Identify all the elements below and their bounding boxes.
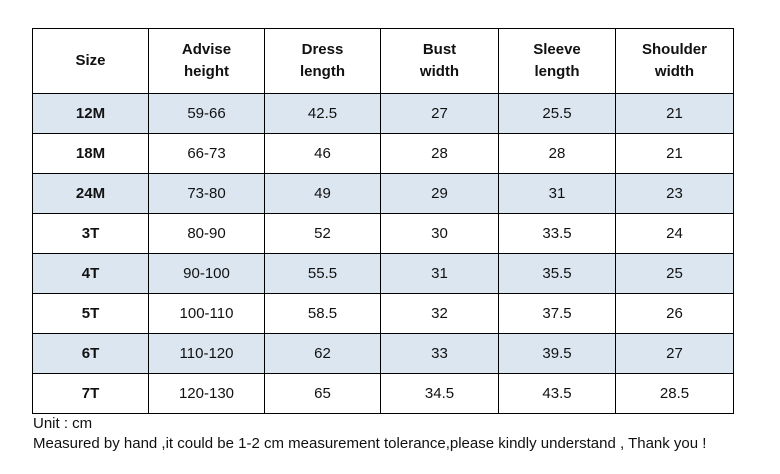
value-cell: 28 bbox=[380, 133, 499, 174]
value-cell: 73-80 bbox=[148, 173, 265, 214]
table-row: 4T 90-100 55.5 31 35.5 25 bbox=[32, 253, 734, 294]
value-cell: 28 bbox=[498, 133, 616, 174]
value-cell: 80-90 bbox=[148, 213, 265, 254]
header-cell: Sleeve length bbox=[498, 28, 616, 94]
value-cell: 90-100 bbox=[148, 253, 265, 294]
value-cell: 24 bbox=[615, 213, 734, 254]
size-cell: 4T bbox=[32, 253, 149, 294]
value-cell: 21 bbox=[615, 133, 734, 174]
value-cell: 52 bbox=[264, 213, 381, 254]
header-text: Sleeve length bbox=[533, 41, 581, 80]
value-cell: 55.5 bbox=[264, 253, 381, 294]
size-cell: 18M bbox=[32, 133, 149, 174]
header-cell: Dress length bbox=[264, 28, 381, 94]
value-cell: 25.5 bbox=[498, 93, 616, 134]
value-cell: 39.5 bbox=[498, 333, 616, 374]
value-cell: 120-130 bbox=[148, 373, 265, 414]
header-cell: Bust width bbox=[380, 28, 499, 94]
value-cell: 110-120 bbox=[148, 333, 265, 374]
table-row: 7T 120-130 65 34.5 43.5 28.5 bbox=[32, 373, 734, 414]
value-cell: 46 bbox=[264, 133, 381, 174]
value-cell: 29 bbox=[380, 173, 499, 214]
value-cell: 25 bbox=[615, 253, 734, 294]
size-cell: 5T bbox=[32, 293, 149, 334]
value-cell: 37.5 bbox=[498, 293, 616, 334]
value-cell: 31 bbox=[498, 173, 616, 214]
size-cell: 12M bbox=[32, 93, 149, 134]
header-text: Dress length bbox=[300, 41, 345, 80]
value-cell: 62 bbox=[264, 333, 381, 374]
table-row: 18M 66-73 46 28 28 21 bbox=[32, 133, 734, 174]
size-cell: 6T bbox=[32, 333, 149, 374]
value-cell: 65 bbox=[264, 373, 381, 414]
size-cell: 7T bbox=[32, 373, 149, 414]
value-cell: 58.5 bbox=[264, 293, 381, 334]
value-cell: 21 bbox=[615, 93, 734, 134]
header-cell: Shoulder width bbox=[615, 28, 734, 94]
header-text: Size bbox=[75, 52, 106, 69]
value-cell: 28.5 bbox=[615, 373, 734, 414]
value-cell: 34.5 bbox=[380, 373, 499, 414]
table-row: 3T 80-90 52 30 33.5 24 bbox=[32, 213, 734, 254]
value-cell: 32 bbox=[380, 293, 499, 334]
value-cell: 43.5 bbox=[498, 373, 616, 414]
table-row: 5T 100-110 58.5 32 37.5 26 bbox=[32, 293, 734, 334]
value-cell: 100-110 bbox=[148, 293, 265, 334]
value-cell: 30 bbox=[380, 213, 499, 254]
value-cell: 33 bbox=[380, 333, 499, 374]
tolerance-note: Measured by hand ,it could be 1-2 cm mea… bbox=[33, 435, 707, 452]
header-cell: Advise height bbox=[148, 28, 265, 94]
value-cell: 27 bbox=[615, 333, 734, 374]
table-row: 24M 73-80 49 29 31 23 bbox=[32, 173, 734, 214]
header-row: Size Advise height Dress length Bust width S… bbox=[32, 28, 734, 94]
value-cell: 26 bbox=[615, 293, 734, 334]
value-cell: 35.5 bbox=[498, 253, 616, 294]
value-cell: 31 bbox=[380, 253, 499, 294]
header-text: Shoulder width bbox=[641, 41, 707, 80]
value-cell: 59-66 bbox=[148, 93, 265, 134]
size-table: Size Advise height Dress length Bust width S… bbox=[32, 28, 734, 414]
value-cell: 66-73 bbox=[148, 133, 265, 174]
header-cell: Size bbox=[32, 28, 149, 94]
size-cell: 3T bbox=[32, 213, 149, 254]
value-cell: 33.5 bbox=[498, 213, 616, 254]
header-text: Bust width bbox=[419, 41, 460, 80]
table-body: 12M 59-66 42.5 27 25.5 21 18M 66-73 46 28 28 21 24M 7… bbox=[32, 93, 734, 414]
table-row: 6T 110-120 62 33 39.5 27 bbox=[32, 333, 734, 374]
unit-note: Unit : cm bbox=[33, 415, 93, 432]
size-cell: 24M bbox=[32, 173, 149, 214]
value-cell: 42.5 bbox=[264, 93, 381, 134]
header-text: Advise height bbox=[181, 41, 232, 80]
table-row: 12M 59-66 42.5 27 25.5 21 bbox=[32, 93, 734, 134]
value-cell: 27 bbox=[380, 93, 499, 134]
value-cell: 49 bbox=[264, 173, 381, 214]
value-cell: 23 bbox=[615, 173, 734, 214]
